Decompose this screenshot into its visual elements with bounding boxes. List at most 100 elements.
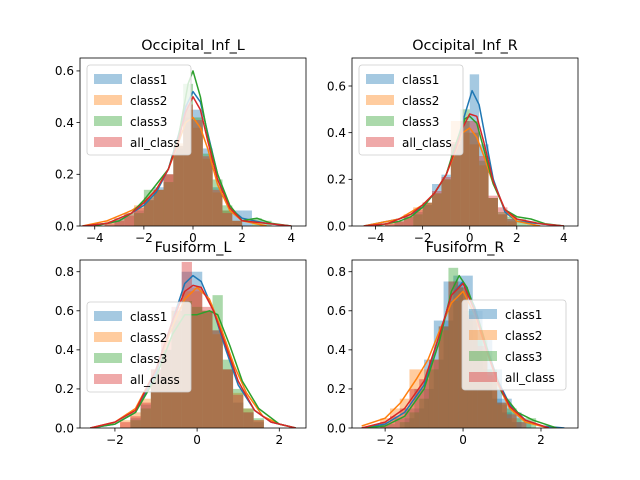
histogram-bar [448,281,459,428]
histogram-bar [134,210,144,226]
histogram-all_class [104,104,243,226]
histogram-bar [413,212,423,226]
histogram-bar [233,402,244,428]
histogram-bar [469,132,480,226]
legend: class1 class2 class3 all_class [86,64,192,156]
histogram-bar [222,369,234,428]
histogram-bar [422,205,433,226]
y-tick-label: 0.6 [55,304,74,318]
legend-label-class1: class1 [402,73,439,87]
histogram-bar [202,156,213,226]
histogram-bar [222,210,233,226]
histogram-bar [134,207,144,226]
histogram-bar [441,177,451,226]
axes-frame [79,259,307,429]
histogram-bar [212,334,223,428]
kde-line-class3 [90,310,296,428]
histogram-bar [212,192,223,226]
histogram-bar [507,216,517,226]
histogram-bar [191,291,203,428]
histogram-bar [469,144,480,226]
histogram-bar [163,174,174,226]
legend-label-class1: class1 [130,73,167,87]
histogram-bar [497,402,507,428]
histogram-bar [212,187,223,226]
histogram-bar [380,422,390,428]
y-tick-label: 0.8 [327,265,346,279]
legend-label-class3: class3 [130,115,167,129]
histogram-bar [399,408,410,428]
histogram-bar [202,306,213,428]
histogram-bar [433,320,454,428]
histogram-bar [438,326,449,428]
legend-swatch-all_class [469,372,497,382]
y-tick-label: 0.4 [55,343,74,357]
histogram-bar [124,213,135,226]
x-tick-label: −2 [376,433,394,447]
histogram-bar [422,202,433,226]
histogram-bar [422,202,433,226]
x-tick-label: 0 [466,231,474,245]
histogram-bar [222,369,234,428]
legend-swatch-class2 [469,330,497,340]
histogram-bar [150,369,162,428]
histogram-bar [242,210,252,226]
histogram-bar [212,330,223,428]
y-tick-label: 0.6 [55,64,74,78]
histogram-bar [124,213,135,226]
histogram-bar [448,267,459,428]
histogram-bar [183,104,193,226]
histogram-bar [153,187,164,226]
histogram-class2 [384,121,517,226]
histogram-bar [516,418,527,428]
legend-swatch-class2 [366,95,394,105]
histogram-bar [479,156,489,226]
histogram-bar [450,144,461,226]
histogram-bar [479,144,489,226]
x-tick-label: −4 [367,231,385,245]
legend-swatch-class1 [94,311,122,321]
x-tick-label: 2 [513,231,521,245]
histogram-bar [193,120,203,226]
histogram-bar [497,214,508,226]
histogram-bar [143,197,154,226]
histogram-bar [193,117,203,226]
histogram-bar [202,310,213,428]
y-tick-label: 0.2 [55,382,74,396]
histogram-bar [414,388,434,428]
histogram-bar [419,379,429,428]
histogram-bar [419,369,429,428]
histogram-bar [140,402,151,428]
histogram-bar [173,145,184,226]
x-tick-label: 2 [275,433,283,447]
subplot-0: −4 −2 0 2 4 0.0 0.2 0.4 0.6 Occipital_Inf_L class1… [55,38,307,245]
legend-swatch-all_class [94,137,122,147]
histogram-bar [202,153,213,226]
histogram-bar [114,218,125,226]
legend-label-all_class: all_class [402,136,452,150]
legend-swatch-class3 [469,351,497,361]
histogram-bar [173,148,184,226]
histogram-bar [150,369,162,428]
histogram-bar [193,127,203,226]
histogram-bar [428,359,439,428]
histogram-bar [120,422,131,428]
subplot-title: Fusiform_R [426,240,505,256]
histogram-class1 [375,275,532,428]
histogram-bar [487,369,498,428]
histogram-bar [134,213,144,226]
histogram-bar [222,369,234,428]
histogram-bar [460,109,470,226]
histogram-bar [212,179,223,226]
histogram-bar [163,182,174,226]
histogram-bar [212,189,223,226]
histogram-bar [243,408,254,428]
subplot-title: Occipital_Inf_R [412,38,518,54]
legend-label-all_class: all_class [130,373,180,387]
histogram-bar [488,198,498,226]
histogram-bar [130,416,141,428]
y-tick-label: 0.2 [327,382,346,396]
histogram-class2 [104,109,243,226]
kde-line-class3 [94,70,292,226]
histogram-bar [506,414,517,428]
